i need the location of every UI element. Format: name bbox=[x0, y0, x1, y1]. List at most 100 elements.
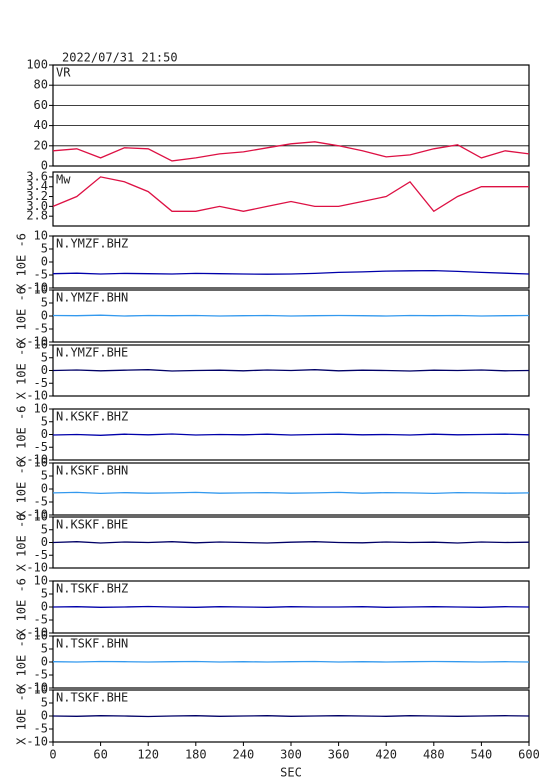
y-tick-label: 5 bbox=[41, 696, 48, 710]
y-tick-label: 10 bbox=[34, 683, 48, 697]
y-tick-label: 10 bbox=[34, 574, 48, 588]
legend-label: N.TSKF.BHE bbox=[56, 691, 128, 705]
panel-frame bbox=[52, 462, 530, 516]
x-tick-label: 240 bbox=[233, 748, 255, 762]
y-axis-label: X 10E -6 bbox=[15, 578, 29, 636]
y-axis-label: X 10E -6 bbox=[15, 287, 29, 345]
trace bbox=[52, 660, 530, 663]
legend-label: VR bbox=[56, 66, 71, 80]
y-tick-label: 5 bbox=[41, 242, 48, 256]
y-tick-label: -10 bbox=[26, 453, 48, 467]
x-tick-label: 60 bbox=[93, 748, 107, 762]
x-tick-label: 480 bbox=[423, 748, 445, 762]
y-tick-label: 2.8 bbox=[26, 209, 48, 223]
y-tick-label: -10 bbox=[26, 281, 48, 295]
trace bbox=[52, 369, 530, 372]
y-tick-label: 5 bbox=[41, 587, 48, 601]
x-tick-label: 0 bbox=[49, 748, 56, 762]
trace bbox=[52, 715, 530, 718]
x-tick-label: 120 bbox=[137, 748, 159, 762]
y-tick-label: 10 bbox=[34, 283, 48, 297]
y-tick-label: 10 bbox=[34, 402, 48, 416]
y-tick-label: 0 bbox=[41, 709, 48, 723]
y-tick-label: 5 bbox=[41, 522, 48, 536]
y-tick-label: 80 bbox=[34, 78, 48, 92]
panel-frame bbox=[52, 171, 530, 227]
trace bbox=[52, 605, 530, 608]
y-tick-label: -5 bbox=[34, 722, 48, 736]
trace bbox=[52, 269, 530, 275]
y-tick-label: 5 bbox=[41, 414, 48, 428]
y-tick-label: -10 bbox=[26, 561, 48, 575]
y-axis-label: X 10E -6 bbox=[15, 342, 29, 400]
trace bbox=[52, 314, 530, 317]
y-tick-label: 0 bbox=[41, 309, 48, 323]
x-tick-label: 420 bbox=[375, 748, 397, 762]
y-axis-label: X 10E -6 bbox=[15, 514, 29, 572]
y-tick-label: -5 bbox=[34, 440, 48, 454]
y-axis-label: X 10E -6 bbox=[15, 633, 29, 691]
x-tick-label: 180 bbox=[185, 748, 207, 762]
y-tick-label: 0 bbox=[41, 482, 48, 496]
chart-title: 2022/07/31 21:50 bbox=[62, 51, 178, 65]
y-tick-label: 0 bbox=[41, 535, 48, 549]
x-axis-label: SEC bbox=[280, 766, 302, 780]
trace bbox=[52, 491, 530, 495]
y-axis-label: X 10E -6 bbox=[15, 233, 29, 291]
legend-label: N.KSKF.BHN bbox=[56, 464, 128, 478]
x-tick-label: 540 bbox=[471, 748, 493, 762]
y-tick-label: 40 bbox=[34, 118, 48, 132]
y-axis-label: X 10E -6 bbox=[15, 687, 29, 745]
y-tick-label: 5 bbox=[41, 469, 48, 483]
y-tick-label: -5 bbox=[34, 376, 48, 390]
y-tick-label: 0 bbox=[41, 655, 48, 669]
y-tick-label: 100 bbox=[26, 58, 48, 72]
trace bbox=[52, 176, 529, 213]
y-tick-label: 20 bbox=[34, 138, 48, 152]
y-tick-label: 10 bbox=[34, 456, 48, 470]
y-tick-label: 0 bbox=[41, 159, 48, 173]
y-tick-label: 0 bbox=[41, 600, 48, 614]
y-tick-label: -10 bbox=[26, 735, 48, 749]
y-tick-label: 3.2 bbox=[26, 189, 48, 203]
y-tick-label: -5 bbox=[34, 322, 48, 336]
legend-label: N.YMZF.BHN bbox=[56, 291, 128, 305]
y-tick-label: 5 bbox=[41, 642, 48, 656]
trace bbox=[52, 433, 530, 436]
y-tick-label: 0 bbox=[41, 255, 48, 269]
y-tick-label: -10 bbox=[26, 389, 48, 403]
x-tick-label: 300 bbox=[280, 748, 302, 762]
y-axis-label: X 10E -6 bbox=[15, 406, 29, 464]
y-tick-label: -10 bbox=[26, 626, 48, 640]
panel-frame bbox=[52, 64, 530, 167]
y-tick-label: -10 bbox=[26, 681, 48, 695]
x-tick-label: 360 bbox=[328, 748, 350, 762]
y-tick-label: 0 bbox=[41, 427, 48, 441]
legend-label: N.KSKF.BHE bbox=[56, 518, 128, 532]
legend-label: N.KSKF.BHZ bbox=[56, 410, 128, 424]
legend-label: N.TSKF.BHN bbox=[56, 637, 128, 651]
y-tick-label: 5 bbox=[41, 296, 48, 310]
trace bbox=[52, 141, 530, 162]
y-tick-label: 3.4 bbox=[26, 179, 48, 193]
y-tick-label: 3.0 bbox=[26, 199, 48, 213]
y-tick-label: -5 bbox=[34, 548, 48, 562]
legend-label: N.YMZF.BHE bbox=[56, 346, 128, 360]
legend-label: N.YMZF.BHZ bbox=[56, 237, 128, 251]
legend-label: Mw bbox=[56, 173, 71, 187]
y-tick-label: 10 bbox=[34, 629, 48, 643]
y-tick-label: 0 bbox=[41, 363, 48, 377]
x-tick-label: 600 bbox=[518, 748, 540, 762]
trace bbox=[52, 541, 530, 544]
y-axis-label: X 10E -6 bbox=[15, 460, 29, 518]
y-tick-label: -5 bbox=[34, 268, 48, 282]
y-tick-label: -5 bbox=[34, 668, 48, 682]
y-tick-label: -5 bbox=[34, 495, 48, 509]
y-tick-label: 10 bbox=[34, 510, 48, 524]
legend-label: N.TSKF.BHZ bbox=[56, 582, 128, 596]
y-tick-label: 60 bbox=[34, 98, 48, 112]
y-tick-label: -10 bbox=[26, 508, 48, 522]
y-tick-label: 5 bbox=[41, 350, 48, 364]
y-tick-label: 10 bbox=[34, 229, 48, 243]
